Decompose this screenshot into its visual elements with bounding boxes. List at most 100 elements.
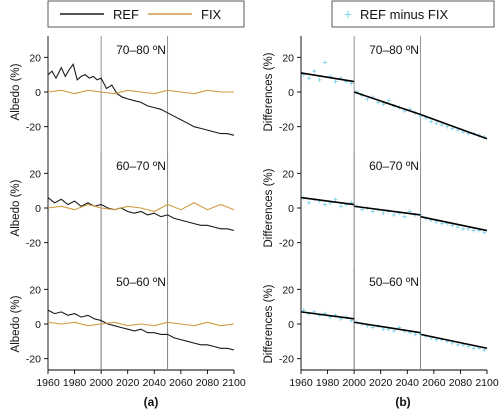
x-tick-label: 2080: [196, 377, 220, 389]
y-tick-label: -20: [279, 238, 294, 250]
scatter-point: [482, 230, 487, 235]
x-tick-label: 1980: [316, 377, 340, 389]
scatter-point: [322, 202, 327, 207]
scatter-point: [439, 221, 444, 226]
x-tick-label: 1960: [289, 377, 313, 389]
x-tick-label: 2080: [449, 377, 473, 389]
x-tick-label: 1960: [36, 377, 60, 389]
scatter-point: [306, 200, 311, 205]
legend-ref-label: REF: [113, 7, 139, 22]
series-fix-line: [47, 89, 234, 95]
scatter-point: [402, 214, 407, 219]
scatter-point: [333, 197, 338, 202]
trend-line: [354, 321, 421, 334]
subplot-title: 70–80 ºN: [116, 43, 166, 57]
y-tick-label: 0: [35, 319, 41, 331]
x-tick-label: 1980: [63, 377, 87, 389]
scatter-point: [482, 348, 487, 352]
y-tick-label: 0: [288, 87, 294, 99]
y-axis-label: Differences (%): [263, 52, 275, 131]
scatter-point: [429, 119, 434, 124]
series-fix-line: [47, 321, 235, 327]
x-tick-label: 2000: [89, 377, 113, 389]
scatter-point: [392, 212, 396, 217]
legend-scatter-label: REF minus FIX: [360, 7, 448, 22]
x-tick-label: 2100: [475, 377, 499, 389]
axes-b: 1960 1980 2000 2020 2040 2060 2080 2100: [289, 36, 499, 389]
y-tick-label: 20: [282, 284, 294, 296]
x-tick-label: 2020: [369, 377, 393, 389]
y-tick-label: 0: [288, 203, 294, 215]
scatter-point: [392, 328, 396, 333]
x-tick-label: 2060: [422, 377, 446, 389]
x-tick-label: 2020: [116, 377, 140, 389]
scatter-point: [381, 211, 386, 216]
subplot-title: 60–70 ºN: [369, 159, 419, 173]
scatter-point: [439, 122, 444, 127]
scatter-point: [471, 228, 476, 233]
series-ref-line: [47, 63, 235, 136]
subplot-title: 50–60 ºN: [369, 275, 419, 289]
trend-line: [354, 205, 421, 216]
series-fix-line: [47, 202, 235, 213]
axes-a: 1960 1980 2000 2020 2040 2060 2080 2100: [36, 36, 246, 389]
y-tick-label: 20: [282, 52, 294, 64]
scatter-point: [455, 342, 460, 347]
scatter-point: [413, 332, 418, 337]
x-tick-label: 2100: [222, 377, 246, 389]
trend-line: [420, 215, 488, 232]
scatter-point: [381, 327, 386, 332]
subplot-title: 60–70 ºN: [116, 159, 166, 173]
scatter-point: [333, 79, 338, 84]
trend-line: [300, 196, 355, 206]
scatter-point: [349, 81, 354, 86]
trend-line: [300, 311, 355, 320]
scatter-point: [386, 98, 391, 103]
legend-scatter-marker: +: [344, 6, 352, 22]
y-tick-label: 0: [35, 203, 41, 215]
scatter-point: [450, 126, 455, 131]
scatter-point: [370, 325, 375, 330]
y-tick-label: -20: [26, 354, 41, 366]
series-ref-line: [47, 309, 235, 351]
scatter-point: [455, 225, 460, 230]
scatter-point: [370, 209, 375, 214]
scatter-point: [471, 346, 476, 351]
scatter-point: [360, 207, 365, 212]
y-tick-label: 0: [35, 87, 41, 99]
scatter-point: [461, 226, 466, 231]
panel-label-a: (a): [144, 395, 159, 409]
trend-line: [420, 113, 488, 140]
legend-left: REF FIX: [47, 0, 245, 28]
scatter-point: [322, 60, 327, 65]
legend-fix-label: FIX: [201, 7, 222, 22]
y-tick-label: 0: [288, 319, 294, 331]
y-tick-label: -20: [279, 122, 294, 134]
y-tick-label: -20: [26, 238, 41, 250]
x-tick-label: 2040: [143, 377, 167, 389]
y-tick-label: 20: [29, 52, 41, 64]
series-ref-line: [47, 197, 235, 232]
y-axis-label: Differences (%): [263, 168, 275, 247]
scatter-point: [306, 76, 311, 81]
y-tick-label: 20: [282, 168, 294, 180]
subplot-b-1: -20 0 20 Differences (%) 70–80 ºN: [263, 36, 488, 370]
x-tick-label: 2060: [169, 377, 193, 389]
legend-right-box: [331, 0, 495, 28]
scatter-point: [312, 69, 317, 74]
subplot-title: 50–60 ºN: [116, 275, 166, 289]
subplot-a-1: -20 0 20 Albedo (%) 70–80 ºN: [10, 36, 235, 370]
subplot-a-3: -20 0 20 Albedo (%) 50–60 ºN: [10, 268, 235, 370]
subplot-b-2: -20 0 20 Differences (%) 60–70 ºN: [263, 152, 488, 370]
scatter-point: [317, 77, 322, 82]
subplot-title: 70–80 ºN: [369, 43, 419, 57]
subplot-a-2: -20 0 20 Albedo (%) 60–70 ºN: [10, 152, 235, 370]
x-tick-label: 2040: [396, 377, 420, 389]
legend-right: + REF minus FIX: [331, 0, 495, 28]
y-tick-label: 20: [29, 168, 41, 180]
y-tick-label: -20: [26, 122, 41, 134]
trend-line: [300, 72, 355, 83]
trend-line: [420, 333, 488, 350]
y-axis-label: Albedo (%): [10, 179, 22, 236]
